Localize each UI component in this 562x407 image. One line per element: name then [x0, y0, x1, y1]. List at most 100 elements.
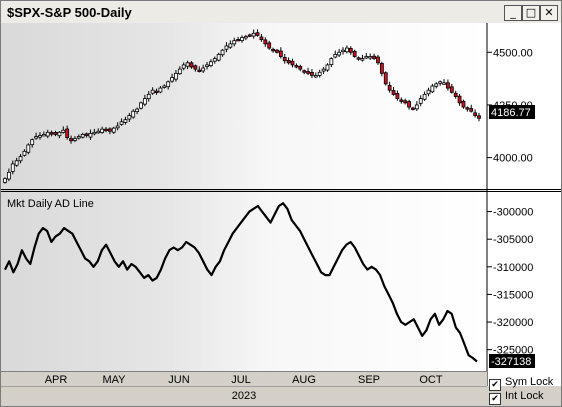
- candle-down: [449, 86, 454, 93]
- x-month-label: MAY: [102, 374, 126, 386]
- candle-down: [457, 95, 462, 104]
- candle-down: [53, 132, 58, 135]
- candle-down: [352, 50, 357, 57]
- candle-down: [189, 62, 194, 68]
- candle-down: [383, 72, 388, 85]
- candle-down: [306, 71, 310, 74]
- candle-up: [18, 156, 23, 162]
- candle-up: [80, 134, 85, 138]
- footer-bar: 2023: [1, 386, 487, 406]
- x-month-label: JUN: [168, 374, 189, 386]
- ad-line-panel-background: [1, 191, 487, 371]
- candle-up: [212, 58, 217, 62]
- candle-up: [142, 98, 147, 105]
- candle-down: [461, 100, 466, 108]
- x-month-label: SEP: [358, 374, 380, 386]
- x-month-label: AUG: [292, 374, 316, 386]
- candle-down: [356, 57, 361, 60]
- candle-down: [49, 132, 54, 135]
- candle-up: [345, 47, 349, 53]
- candle-up: [426, 89, 431, 95]
- sym-lock-checkbox[interactable]: ✔: [489, 379, 501, 391]
- candle-up: [3, 178, 7, 183]
- candle-down: [403, 100, 408, 104]
- candle-down: [290, 60, 295, 66]
- candle-down: [197, 69, 202, 72]
- candle-up: [41, 134, 46, 137]
- close-button[interactable]: ✕: [540, 5, 558, 21]
- candle-up: [115, 125, 120, 129]
- candle-up: [100, 128, 105, 133]
- candle-up: [162, 85, 167, 88]
- sym-lock-toggle[interactable]: ✔ Sym Lock: [489, 376, 553, 391]
- title-bar[interactable]: $SPX-S&P 500-Daily _ □ ✕: [1, 1, 561, 24]
- candle-down: [247, 34, 252, 37]
- candle-down: [294, 65, 299, 68]
- ad-line-panel-title: Mkt Daily AD Line: [7, 198, 94, 210]
- candle-up: [360, 58, 365, 61]
- candle-down: [372, 55, 376, 60]
- price-panel-background: [1, 23, 487, 189]
- ad-y-tick-label: -325000: [493, 345, 533, 357]
- x-axis-strip: [1, 371, 487, 386]
- candle-up: [313, 75, 318, 78]
- candle-up: [166, 81, 171, 88]
- candle-up: [22, 150, 27, 156]
- int-lock-toggle[interactable]: ✔ Int Lock: [489, 390, 544, 405]
- candle-up: [45, 131, 50, 137]
- y-axis-column: [487, 23, 561, 386]
- candle-down: [263, 39, 268, 45]
- candle-down: [259, 36, 264, 41]
- x-month-label: OCT: [419, 374, 443, 386]
- candle-down: [255, 32, 260, 36]
- candle-down: [469, 108, 474, 112]
- candle-down: [193, 65, 198, 70]
- candle-up: [174, 72, 178, 80]
- candle-up: [135, 108, 139, 112]
- int-lock-label: Int Lock: [505, 390, 544, 402]
- candle-up: [185, 62, 190, 67]
- ad-y-tick-label: -320000: [493, 317, 533, 329]
- candle-up: [158, 87, 163, 93]
- candle-down: [108, 128, 112, 132]
- candle-up: [123, 119, 128, 123]
- candle-down: [298, 65, 303, 70]
- candle-up: [216, 53, 221, 61]
- ad-last-value: -327138: [491, 356, 531, 368]
- int-lock-checkbox[interactable]: ✔: [489, 393, 501, 405]
- candle-down: [310, 71, 314, 76]
- candle-up: [150, 89, 155, 94]
- candle-down: [391, 90, 396, 95]
- maximize-button[interactable]: □: [522, 5, 540, 21]
- candle-up: [418, 98, 423, 104]
- candle-up: [57, 131, 62, 137]
- candle-down: [465, 107, 470, 110]
- candle-up: [341, 49, 345, 53]
- candle-up: [38, 135, 42, 138]
- candle-up: [243, 36, 248, 39]
- candle-down: [271, 48, 275, 52]
- candle-down: [407, 101, 411, 108]
- candle-up: [368, 56, 373, 59]
- candle-up: [228, 43, 233, 48]
- candle-down: [286, 59, 291, 64]
- candle-down: [348, 47, 353, 53]
- candle-up: [177, 68, 182, 75]
- candle-up: [434, 83, 439, 87]
- candle-up: [111, 127, 116, 133]
- candle-up: [127, 115, 132, 120]
- candle-down: [236, 39, 241, 42]
- candle-down: [379, 63, 384, 74]
- candle-up: [26, 144, 31, 153]
- minimize-button[interactable]: _: [504, 5, 522, 21]
- candle-up: [430, 85, 435, 93]
- candle-down: [387, 85, 392, 91]
- candle-down: [282, 57, 287, 62]
- candle-down: [302, 70, 307, 73]
- candle-down: [446, 82, 450, 89]
- candle-up: [325, 64, 330, 71]
- candle-down: [473, 112, 478, 116]
- candle-up: [329, 58, 334, 66]
